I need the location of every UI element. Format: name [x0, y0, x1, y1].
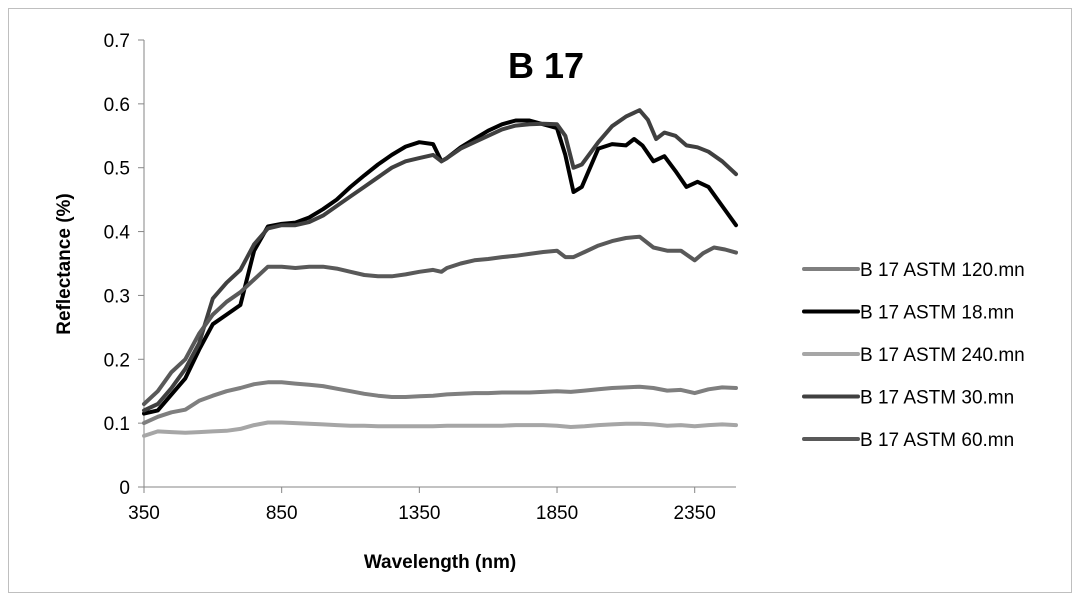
y-tick-label: 0.6: [104, 95, 130, 116]
y-tick-label: 0.3: [104, 286, 130, 307]
x-axis-title: Wavelength (nm): [364, 552, 516, 573]
y-axis-title: Reflectance (%): [54, 193, 75, 335]
legend-label: B 17 ASTM 60.mn: [860, 430, 1014, 451]
y-tick-label: 0: [119, 478, 130, 499]
series-line: [142, 108, 738, 413]
axes: 0 0.1 0.2 0.3 0.4 0.5 0.6 0.7 350 850 1350 1850 2350: [104, 31, 736, 524]
series-line: [142, 380, 738, 426]
chart-title: B 17: [508, 45, 584, 86]
series-line: [142, 234, 738, 406]
series-line: [142, 118, 738, 416]
y-tick-label: 0.4: [104, 223, 131, 244]
legend-label: B 17 ASTM 120.mn: [860, 260, 1025, 281]
series-line: [142, 420, 738, 438]
y-tick-label: 0.7: [104, 31, 130, 52]
y-tick-label: 0.1: [104, 414, 130, 435]
legend-label: B 17 ASTM 30.mn: [860, 388, 1014, 409]
y-tick-label: 0.5: [104, 159, 130, 180]
x-tick-label: 350: [128, 503, 160, 524]
x-tick-label: 850: [266, 503, 298, 524]
legend-label: B 17 ASTM 18.mn: [860, 303, 1014, 324]
chart-frame: [8, 8, 1072, 593]
legend: B 17 ASTM 120.mn B 17 ASTM 18.mn B 17 ASTM…: [802, 260, 1025, 451]
legend-label: B 17 ASTM 240.mn: [860, 345, 1025, 366]
plot-series: [142, 108, 738, 438]
x-tick-label: 2350: [674, 503, 716, 524]
y-tick-label: 0.2: [104, 350, 130, 371]
x-tick-label: 1350: [398, 503, 440, 524]
x-tick-label: 1850: [536, 503, 578, 524]
